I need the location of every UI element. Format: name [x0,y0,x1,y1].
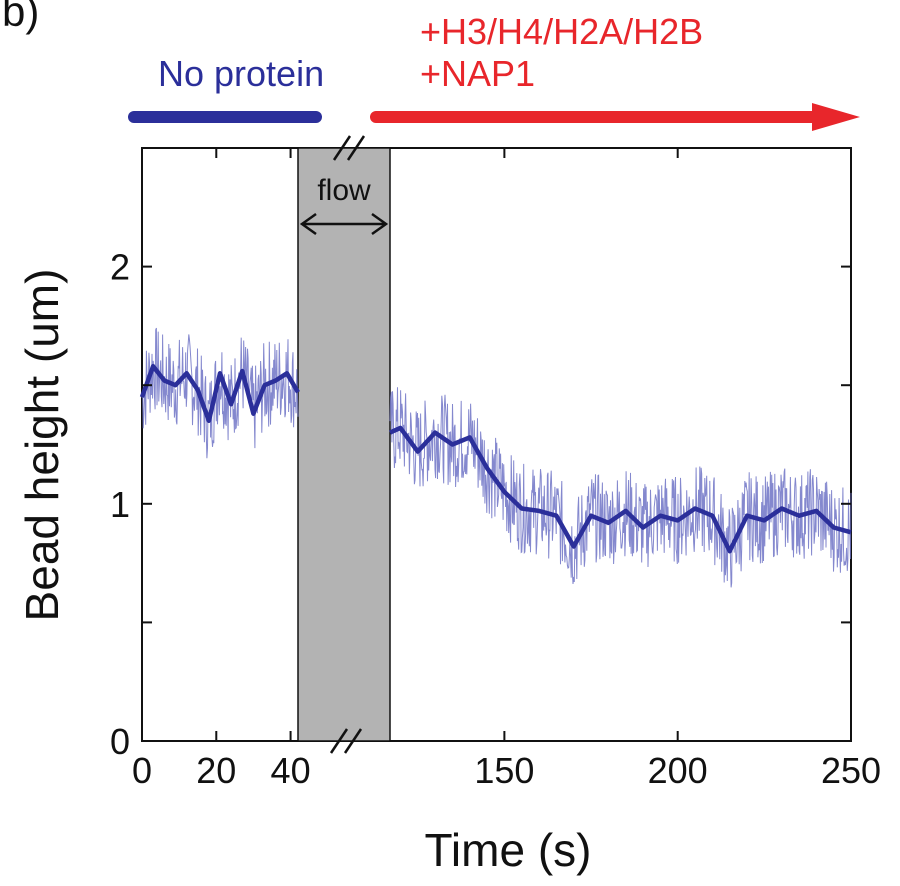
y-tick-label: 0 [110,721,130,762]
y-axis-ticks: 0 1 2 [110,147,851,762]
raw-traces [141,327,852,588]
smoothed-trace-segment-1 [389,425,852,554]
x-tick-label: 150 [474,750,534,791]
x-tick-label: 200 [648,750,708,791]
flow-double-arrow [299,212,389,236]
panel-label: b) [2,0,39,35]
smoothed-trace-segment-0 [139,363,300,424]
x-tick-label: 40 [271,750,311,791]
x-axis-label: Time (s) [425,824,592,876]
axis-break-top [332,135,366,161]
x-tick-label: 0 [132,750,152,791]
y-tick-label: 1 [110,484,130,525]
smoothed-traces [139,363,852,554]
plot-frame [141,147,852,742]
protein-arrow-head [812,103,860,131]
protein-label-line2: +NAP1 [420,53,535,94]
x-axis-ticks: 0 20 40 150 200 250 [132,148,881,791]
y-tick-label: 2 [110,247,130,288]
raw-trace-segment-0 [141,327,299,459]
x-tick-label: 250 [821,750,881,791]
protein-label-line1: +H3/H4/H2A/H2B [420,11,703,52]
x-tick-label: 20 [196,750,236,791]
axis-break-bottom [329,728,363,754]
y-axis-label: Bead height (um) [16,269,68,622]
no-protein-label: No protein [158,53,324,94]
flow-label: flow [317,174,371,207]
flow-band [297,147,391,742]
raw-trace-segment-1 [389,387,852,588]
